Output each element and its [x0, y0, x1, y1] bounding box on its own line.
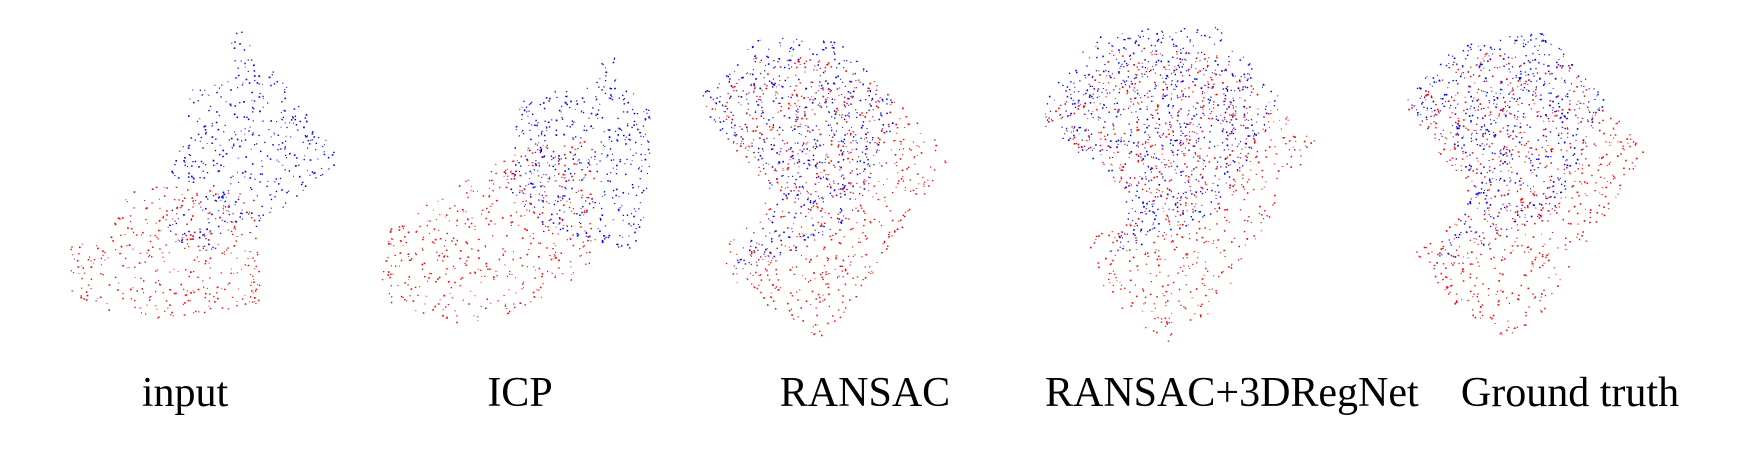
- caption-input: input: [141, 370, 229, 416]
- points: [507, 78, 651, 249]
- points: [1045, 27, 1279, 252]
- panel-input: input: [20, 0, 350, 450]
- source-cloud: [381, 141, 596, 324]
- caption-ground-truth: Ground truth: [1460, 370, 1680, 416]
- source-cloud: [1408, 52, 1644, 336]
- target-fragment: [601, 57, 617, 82]
- point-cloud-input: [70, 31, 335, 319]
- points: [169, 191, 253, 250]
- panel-ground-truth: Ground truth: [1405, 0, 1735, 450]
- overlap-target: [169, 191, 253, 250]
- points: [1408, 52, 1644, 336]
- target-cloud: [171, 71, 335, 228]
- point-cloud-ransac-3dregnet: [1045, 27, 1315, 342]
- target-cloud: [702, 37, 894, 269]
- points: [171, 71, 335, 228]
- points: [70, 186, 261, 319]
- points: [231, 31, 256, 79]
- target-cloud: [1045, 27, 1279, 252]
- panel-ransac: RANSAC: [700, 0, 1030, 450]
- source-cloud: [70, 186, 261, 319]
- target-cloud: [1407, 33, 1605, 264]
- caption-ransac-3dregnet: RANSAC+3DRegNet: [1045, 370, 1419, 416]
- caption-icp: ICP: [487, 370, 553, 416]
- panel-icp: ICP: [355, 0, 685, 450]
- points: [1407, 33, 1605, 264]
- source-cloud: [1047, 47, 1315, 342]
- point-cloud-ransac: [702, 37, 947, 337]
- target-cloud: [507, 78, 651, 249]
- points: [1047, 47, 1315, 342]
- point-cloud-ground-truth: [1407, 33, 1644, 336]
- target-cloud-top: [231, 31, 256, 79]
- points: [601, 57, 617, 82]
- point-cloud-icp: [381, 57, 651, 324]
- caption-ransac: RANSAC: [779, 370, 951, 416]
- points: [702, 37, 894, 269]
- points: [381, 141, 596, 324]
- panel-ransac-3dregnet: RANSAC+3DRegNet: [1045, 0, 1419, 450]
